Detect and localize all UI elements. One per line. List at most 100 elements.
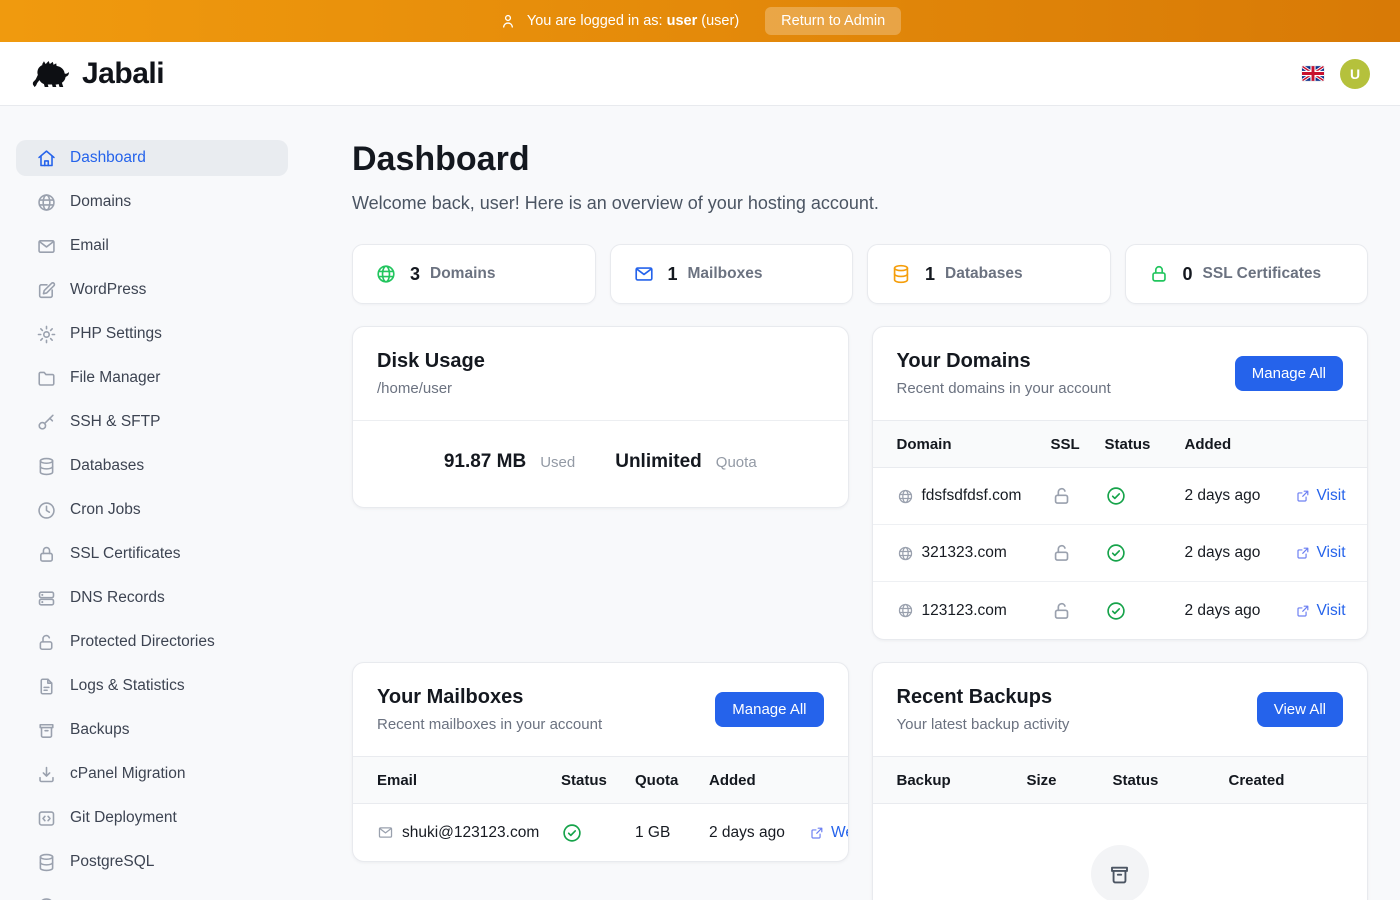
- visit-link[interactable]: Visit: [1295, 544, 1346, 562]
- sidebar-item-partial[interactable]: [16, 888, 288, 900]
- sidebar-item-dns-records[interactable]: DNS Records: [16, 580, 288, 616]
- domain-name: 321323.com: [897, 544, 1051, 562]
- stat-label: SSL Certificates: [1202, 265, 1322, 282]
- clock-icon: [36, 500, 57, 521]
- external-link-icon: [1295, 488, 1311, 504]
- sidebar-item-label: SSH & SFTP: [70, 413, 161, 430]
- webmail-link[interactable]: Webmail: [809, 824, 848, 842]
- mail-icon: [377, 824, 394, 841]
- stat-value: 1: [925, 263, 936, 284]
- sidebar-item-label: Backups: [70, 721, 130, 738]
- ssl-status: [1051, 600, 1073, 622]
- folder-icon: [36, 368, 57, 389]
- sidebar-item-email[interactable]: Email: [16, 228, 288, 264]
- sidebar-item-cron-jobs[interactable]: Cron Jobs: [16, 492, 288, 528]
- lock-icon: [36, 544, 57, 565]
- stat-card-databases[interactable]: 1 Databases: [867, 244, 1111, 304]
- circle-icon: [36, 896, 57, 900]
- lock-open-icon: [36, 632, 57, 653]
- column-header: Added: [1184, 435, 1232, 453]
- column-header: Email: [377, 771, 418, 789]
- sidebar-item-label: DNS Records: [70, 589, 165, 606]
- backups-card-title: Recent Backups: [896, 686, 1053, 708]
- logged-in-text: You are logged in as: user (user): [526, 13, 740, 29]
- sidebar-item-label: Protected Directories: [70, 633, 215, 650]
- sidebar-item-protected-directories[interactable]: Protected Directories: [16, 624, 288, 660]
- globe-icon: [375, 263, 397, 285]
- sidebar-item-git-deployment[interactable]: Git Deployment: [16, 800, 288, 836]
- brand[interactable]: Jabali: [30, 56, 165, 91]
- column-header: Quota: [635, 771, 679, 789]
- status-active-icon: [1105, 542, 1127, 564]
- sidebar-item-dashboard[interactable]: Dashboard: [16, 140, 288, 176]
- stat-label: Databases: [945, 265, 1023, 282]
- mailbox-row: shuki@123123.com 1 GB 2 days ago Webmail: [353, 804, 848, 861]
- person-icon: [499, 12, 517, 30]
- lock-icon: [1148, 263, 1170, 285]
- key-icon: [36, 412, 57, 433]
- manage-mailboxes-button[interactable]: Manage All: [715, 692, 824, 727]
- domain-name: fdsfsdfdsf.com: [897, 487, 1051, 505]
- sidebar-item-file-manager[interactable]: File Manager: [16, 360, 288, 396]
- stat-card-domains[interactable]: 3 Domains: [352, 244, 596, 304]
- sidebar-item-databases[interactable]: Databases: [16, 448, 288, 484]
- stat-value: 3: [410, 263, 421, 284]
- sidebar-item-label: SSL Certificates: [70, 545, 181, 562]
- mail-icon: [633, 263, 655, 285]
- external-link-icon: [1295, 603, 1311, 619]
- visit-link[interactable]: Visit: [1295, 487, 1346, 505]
- sidebar-item-ssh-sftp[interactable]: SSH & SFTP: [16, 404, 288, 440]
- backups-empty-state: No backups yet: [873, 804, 1368, 900]
- domains-table-header: Domain SSL Status Added: [872, 420, 1367, 468]
- stat-card-ssl-certificates[interactable]: 0 SSL Certificates: [1124, 244, 1368, 304]
- mail-icon: [36, 236, 57, 257]
- database-icon: [36, 456, 57, 477]
- mailbox-added: 2 days ago: [709, 823, 785, 841]
- return-to-admin-button[interactable]: Return to Admin: [765, 7, 902, 35]
- sidebar-item-cpanel-migration[interactable]: cPanel Migration: [16, 756, 288, 792]
- column-header: Size: [1026, 771, 1057, 789]
- sidebar-item-domains[interactable]: Domains: [16, 184, 288, 220]
- brand-name: Jabali: [82, 56, 165, 90]
- disk-usage-path: /home/user: [377, 380, 453, 397]
- sidebar-item-label: Databases: [70, 457, 145, 474]
- edit-icon: [36, 280, 57, 301]
- mailbox-quota: 1 GB: [635, 823, 671, 841]
- mailboxes-table-header: Email Status Quota Added: [353, 756, 848, 804]
- mailboxes-card-title: Your Mailboxes: [377, 686, 524, 708]
- domains-card: Your Domains Recent domains in your acco…: [871, 326, 1368, 640]
- language-flag-icon[interactable]: [1302, 66, 1324, 81]
- sidebar-item-logs-statistics[interactable]: Logs & Statistics: [16, 668, 288, 704]
- domain-added: 2 days ago: [1184, 601, 1261, 619]
- visit-link[interactable]: Visit: [1295, 602, 1346, 620]
- disk-usage-values: 91.87 MB Used Unlimited Quota: [353, 420, 848, 507]
- sidebar-nav: Dashboard Domains Email WordPress PHP Settin…: [0, 106, 304, 900]
- sidebar-item-ssl-certificates[interactable]: SSL Certificates: [16, 536, 288, 572]
- page-subtitle: Welcome back, user! Here is an overview …: [352, 193, 879, 213]
- user-avatar[interactable]: U: [1340, 58, 1370, 89]
- sidebar-item-label: Git Deployment: [70, 809, 177, 826]
- mailbox-email: shuki@123123.com: [377, 824, 561, 842]
- manage-domains-button[interactable]: Manage All: [1234, 356, 1343, 391]
- sidebar-item-php-settings[interactable]: PHP Settings: [16, 316, 288, 352]
- external-link-icon: [809, 825, 825, 841]
- gear-icon: [36, 324, 57, 345]
- sidebar-item-wordpress[interactable]: WordPress: [16, 272, 288, 308]
- disk-usage-title: Disk Usage: [377, 350, 485, 372]
- external-link-icon: [1295, 545, 1311, 561]
- stat-card-mailboxes[interactable]: 1 Mailboxes: [609, 244, 853, 304]
- domain-row: fdsfsdfdsf.com 2 days ago Visit: [872, 468, 1367, 525]
- sidebar-item-label: Cron Jobs: [70, 501, 141, 518]
- stat-value: 1: [667, 263, 678, 284]
- mailboxes-card-subtitle: Recent mailboxes in your account: [377, 716, 603, 733]
- sidebar-item-postgresql[interactable]: PostgreSQL: [16, 844, 288, 880]
- ssl-status: [1051, 485, 1073, 507]
- backups-card-subtitle: Your latest backup activity: [896, 716, 1070, 733]
- sidebar-item-backups[interactable]: Backups: [16, 712, 288, 748]
- sidebar-item-label: WordPress: [70, 281, 147, 298]
- disk-quota-value: Unlimited: [615, 451, 702, 472]
- home-icon: [36, 148, 57, 169]
- mailboxes-card: Your Mailboxes Recent mailboxes in your …: [352, 662, 849, 862]
- view-backups-button[interactable]: View All: [1256, 692, 1343, 727]
- domain-name: 123123.com: [897, 602, 1051, 620]
